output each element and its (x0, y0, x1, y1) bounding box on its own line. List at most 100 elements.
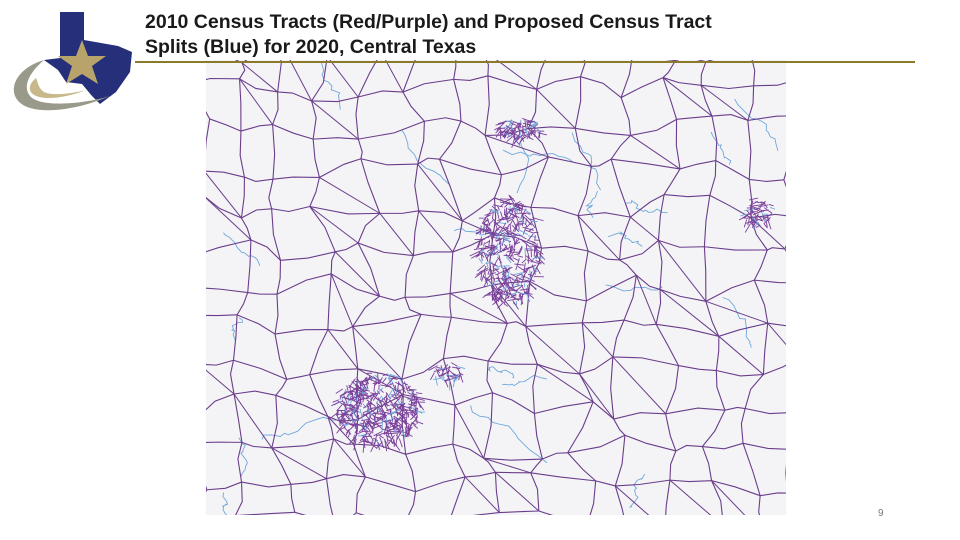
urban-tract (763, 217, 771, 225)
tract-boundary (589, 480, 597, 515)
urban-tract (398, 411, 406, 416)
urban-tract (530, 127, 536, 136)
urban-tract (490, 234, 493, 242)
urban-tract (483, 223, 490, 226)
urban-tract (336, 410, 339, 418)
urban-tract (523, 262, 526, 273)
urban-tract (381, 377, 387, 384)
tract-boundary (353, 443, 366, 478)
tract-boundary (485, 60, 489, 76)
tract-boundary (495, 471, 540, 512)
urban-tract (479, 267, 489, 273)
urban-tract (400, 379, 404, 385)
urban-tract (389, 435, 395, 441)
tract-boundary (588, 522, 626, 527)
tract-boundary (702, 442, 744, 450)
tract-boundary (536, 89, 576, 129)
urban-tract (768, 204, 774, 207)
urban-tract (347, 388, 358, 393)
urban-tract (436, 366, 441, 369)
urban-tract (501, 267, 509, 271)
urban-tract (481, 213, 489, 224)
urban-tract (535, 260, 543, 264)
urban-tract (749, 205, 753, 216)
urban-tract (512, 204, 523, 210)
urban-tract (504, 295, 507, 305)
urban-tract (532, 266, 538, 273)
urban-tract (512, 223, 518, 232)
urban-tract (513, 134, 521, 141)
tract-boundary (206, 481, 242, 491)
urban-tract (528, 227, 534, 232)
urban-tract (501, 227, 509, 232)
urban-tract (382, 373, 388, 377)
tract-boundary (665, 365, 680, 414)
urban-tract (483, 218, 490, 222)
urban-tract (489, 231, 498, 235)
tract-boundary (206, 287, 248, 294)
urban-tract (532, 124, 542, 133)
urban-tract (491, 227, 498, 238)
urban-tract (362, 430, 372, 433)
tract-boundary (711, 480, 746, 515)
urban-tract (513, 272, 523, 276)
urban-tract (337, 404, 343, 411)
urban-tract (376, 422, 384, 424)
urban-tract (490, 248, 495, 256)
urban-tract (378, 434, 384, 439)
tract-boundary (472, 511, 500, 515)
urban-tract (418, 410, 423, 414)
tract-boundary (758, 495, 761, 515)
urban-tract (515, 207, 519, 215)
urban-tract (497, 225, 502, 230)
urban-tract (343, 412, 351, 422)
tract-boundary (507, 321, 527, 327)
urban-tract (504, 213, 509, 224)
urban-tract (395, 435, 398, 446)
urban-tract (388, 377, 396, 380)
tract-boundary (709, 160, 717, 196)
tract-boundary (747, 85, 755, 121)
urban-tract (520, 271, 525, 280)
tract-boundary (379, 210, 419, 214)
urban-tract (353, 406, 360, 415)
tract-boundary (357, 60, 378, 98)
tract-boundary (675, 444, 703, 452)
tract-boundary (240, 217, 252, 241)
urban-tract (502, 226, 509, 230)
urban-tract (396, 424, 401, 428)
tract-boundary (333, 438, 354, 445)
urban-tract (341, 409, 353, 415)
tract-boundary (537, 363, 580, 375)
tract-boundary (452, 443, 485, 459)
tract-boundary (610, 356, 615, 420)
tract-boundary (327, 329, 359, 370)
tract-boundary (241, 481, 291, 488)
tract-boundary (675, 119, 681, 170)
tract-boundary (665, 413, 677, 452)
urban-tract (754, 208, 761, 210)
urban-tract (517, 255, 523, 258)
urban-tract (365, 392, 376, 399)
urban-tract (509, 129, 517, 134)
urban-tract (475, 228, 484, 235)
tract-boundary (402, 78, 454, 93)
urban-tract (383, 430, 391, 435)
tract-boundary (794, 327, 798, 359)
tract-boundary (417, 157, 440, 165)
urban-tract (493, 242, 499, 253)
urban-tract (342, 424, 349, 427)
tract-boundary (384, 60, 404, 93)
tract-boundary (548, 156, 592, 167)
urban-tract (403, 381, 409, 392)
urban-tract (510, 245, 514, 253)
urban-tract (407, 425, 410, 437)
urban-tract (384, 440, 388, 452)
tract-boundary (709, 194, 752, 219)
urban-tract (475, 231, 481, 235)
tract-boundary (484, 134, 549, 158)
urban-tract (387, 373, 394, 384)
urban-tract (529, 271, 533, 278)
urban-tract (516, 251, 521, 256)
urban-tract (745, 215, 758, 219)
